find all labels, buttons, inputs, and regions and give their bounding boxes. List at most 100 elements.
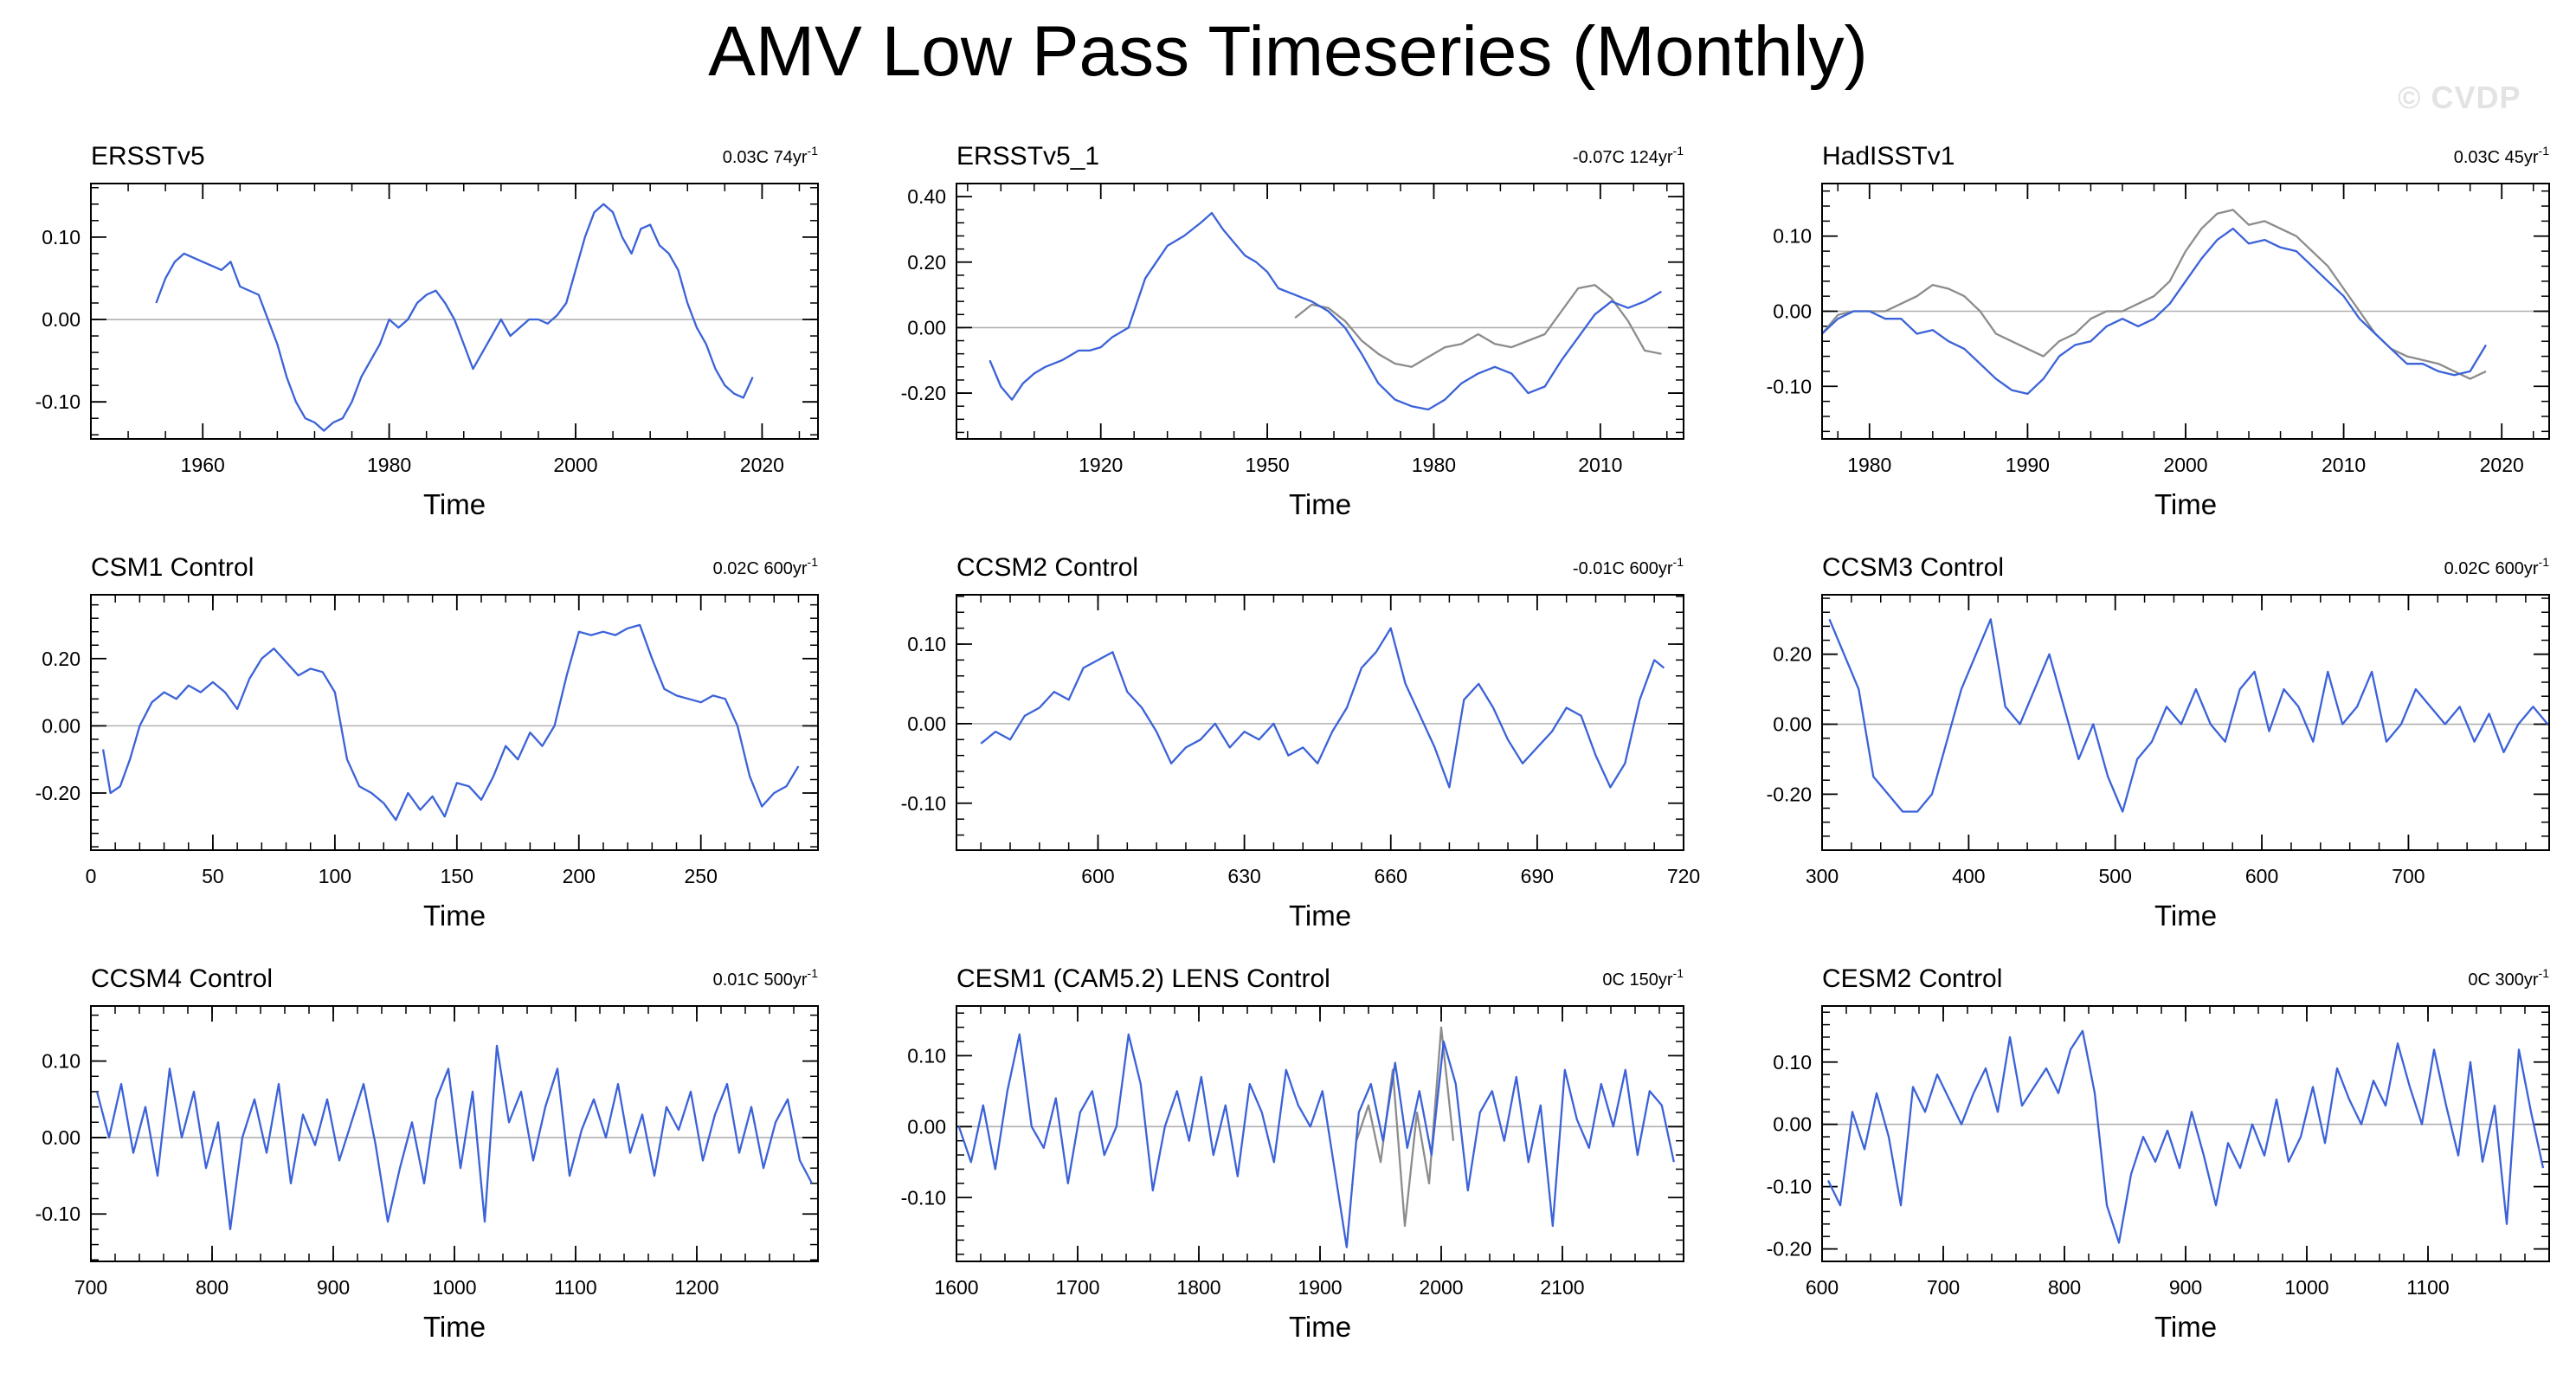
y-tick-label: 0.10 [1773, 225, 1812, 248]
y-tick-label: -0.10 [35, 1203, 80, 1225]
y-tick-label: 0.00 [1773, 1113, 1812, 1136]
panel-title: CSM1 Control [91, 553, 254, 582]
chart-panel-1: ERSSTv5 0.03C 74yr-1 1960 1980 2000 2020 -0.10… [35, 142, 819, 520]
x-tick-label: 1100 [554, 1276, 596, 1299]
panel-stat-value: -0.07C 124yr [1573, 148, 1673, 167]
x-tick-label: 2000 [553, 454, 597, 476]
chart-panel-7: CCSM4 Control 0.01C 500yr-1 700 800 900 1000 1… [35, 964, 819, 1343]
panel-stat: 0.02C 600yr-1 [2444, 555, 2550, 578]
x-axis-label: Time [2154, 1311, 2217, 1343]
panel-stat-superscript: -1 [2539, 144, 2550, 158]
panel-title: HadISSTv1 [1822, 142, 1955, 171]
series-line-secondary [1355, 1026, 1455, 1228]
x-tick-label: 2010 [1578, 454, 1622, 476]
chart-panel-2: ERSSTv5_1 -0.07C 124yr-1 1920 1950 1980 2010 -… [901, 142, 1684, 520]
panel-stat-value: 0.01C 500yr [713, 971, 808, 990]
x-axis-label: Time [1289, 1311, 1351, 1343]
x-tick-label: 600 [1081, 865, 1114, 887]
y-tick-label: 0.10 [42, 226, 80, 248]
series-line-primary [1821, 227, 2487, 396]
x-tick-label: 1600 [934, 1276, 978, 1299]
panel-stat-superscript: -1 [808, 555, 819, 569]
x-tick-label: 1980 [1412, 454, 1456, 476]
panel-stat-value: 0.02C 600yr [2444, 559, 2539, 578]
chart-panel-4: CSM1 Control 0.02C 600yr-1 0 50 100 150 200 250… [35, 553, 819, 932]
x-tick-label: 1900 [1298, 1276, 1342, 1299]
x-tick-label: 1800 [1176, 1276, 1220, 1299]
x-tick-label: 2000 [1419, 1276, 1463, 1299]
panel-stat-value: 0.03C 74yr [723, 148, 808, 167]
plot-frame [90, 183, 819, 440]
panel-title: ERSSTv5 [91, 142, 205, 171]
panel-stat: 0.03C 45yr-1 [2454, 144, 2550, 167]
x-tick-label: 1980 [1847, 454, 1891, 476]
plot-frame [90, 1005, 819, 1262]
y-tick-label: 0.00 [1773, 300, 1812, 323]
panel-stat: 0.03C 74yr-1 [723, 144, 819, 167]
x-tick-label: 250 [685, 865, 718, 887]
plot-frame [1821, 594, 2550, 851]
series-line-primary [95, 1044, 814, 1231]
x-tick-label: 1000 [2284, 1276, 2328, 1299]
x-tick-label: 1700 [1055, 1276, 1099, 1299]
x-tick-label: 600 [2245, 865, 2278, 887]
panel-stat-superscript: -1 [2539, 966, 2550, 980]
chart-panel-8: CESM1 (CAM5.2) LENS Control 0C 150yr-1 160… [901, 964, 1684, 1343]
x-tick-label: 700 [1927, 1276, 1960, 1299]
x-tick-label: 200 [563, 865, 596, 887]
x-axis-label: Time [423, 900, 486, 932]
panel-stat-value: 0C 300yr [2468, 971, 2538, 990]
plot-frame [1821, 1005, 2550, 1262]
x-tick-label: 660 [1375, 865, 1407, 887]
series-line-primary [155, 203, 754, 432]
x-tick-label: 500 [2099, 865, 2132, 887]
y-tick-label: -0.10 [1767, 1176, 1812, 1198]
y-tick-label: 0.00 [907, 316, 946, 339]
main-title: AMV Low Pass Timeseries (Monthly) [708, 12, 1868, 91]
x-tick-label: 300 [1806, 865, 1839, 887]
panel-stat-superscript: -1 [808, 966, 819, 980]
plot-frame [1821, 183, 2550, 440]
panel-title: CCSM3 Control [1822, 553, 2004, 582]
x-tick-label: 630 [1227, 865, 1260, 887]
panel-stat-value: 0C 150yr [1602, 971, 1672, 990]
x-tick-label: 720 [1667, 865, 1700, 887]
x-tick-label: 690 [1521, 865, 1554, 887]
y-tick-label: 0.10 [907, 633, 946, 655]
x-tick-label: 150 [441, 865, 473, 887]
panel-stat-superscript: -1 [1673, 555, 1684, 569]
y-tick-label: 0.00 [42, 308, 80, 331]
x-tick-label: 900 [317, 1276, 350, 1299]
y-tick-label: -0.10 [1767, 375, 1812, 397]
panel-title: CCSM2 Control [956, 553, 1138, 582]
y-tick-label: -0.20 [901, 382, 946, 404]
x-tick-label: 400 [1952, 865, 1985, 887]
x-tick-label: 1990 [2006, 454, 2050, 476]
x-tick-label: 700 [2392, 865, 2425, 887]
x-tick-label: 2010 [2322, 454, 2366, 476]
y-tick-label: 0.10 [907, 1044, 946, 1067]
x-axis-label: Time [1289, 488, 1351, 520]
panel-stat: 0C 300yr-1 [2468, 966, 2549, 990]
x-tick-label: 800 [196, 1276, 229, 1299]
x-tick-label: 2100 [1540, 1276, 1584, 1299]
panel-stat: 0C 150yr-1 [1602, 966, 1684, 990]
y-tick-label: 0.20 [42, 648, 80, 670]
chart-panel-9: CESM2 Control 0C 300yr-1 600 700 800 900 1000 1… [1767, 964, 2550, 1343]
y-tick-label: 0.00 [907, 713, 946, 735]
x-tick-label: 1100 [2406, 1276, 2449, 1299]
panel-stat: -0.01C 600yr-1 [1573, 555, 1684, 578]
x-tick-label: 2020 [2480, 454, 2524, 476]
chart-panel-6: CCSM3 Control 0.02C 600yr-1 300 400 500 600 70… [1767, 553, 2550, 932]
y-tick-label: -0.20 [1767, 1238, 1812, 1261]
y-tick-label: 0.10 [42, 1050, 80, 1073]
y-tick-label: -0.10 [901, 1186, 946, 1209]
x-tick-label: 1920 [1079, 454, 1123, 476]
series-line-primary [1826, 1029, 2545, 1244]
y-tick-label: 0.00 [1773, 713, 1812, 736]
x-tick-label: 1000 [432, 1276, 476, 1299]
x-axis-label: Time [423, 488, 486, 520]
panel-stat-superscript: -1 [2539, 555, 2550, 569]
x-tick-label: 700 [74, 1276, 107, 1299]
chart-panel-3: HadISSTv1 0.03C 45yr-1 1980 1990 2000 2010 202… [1767, 142, 2550, 520]
